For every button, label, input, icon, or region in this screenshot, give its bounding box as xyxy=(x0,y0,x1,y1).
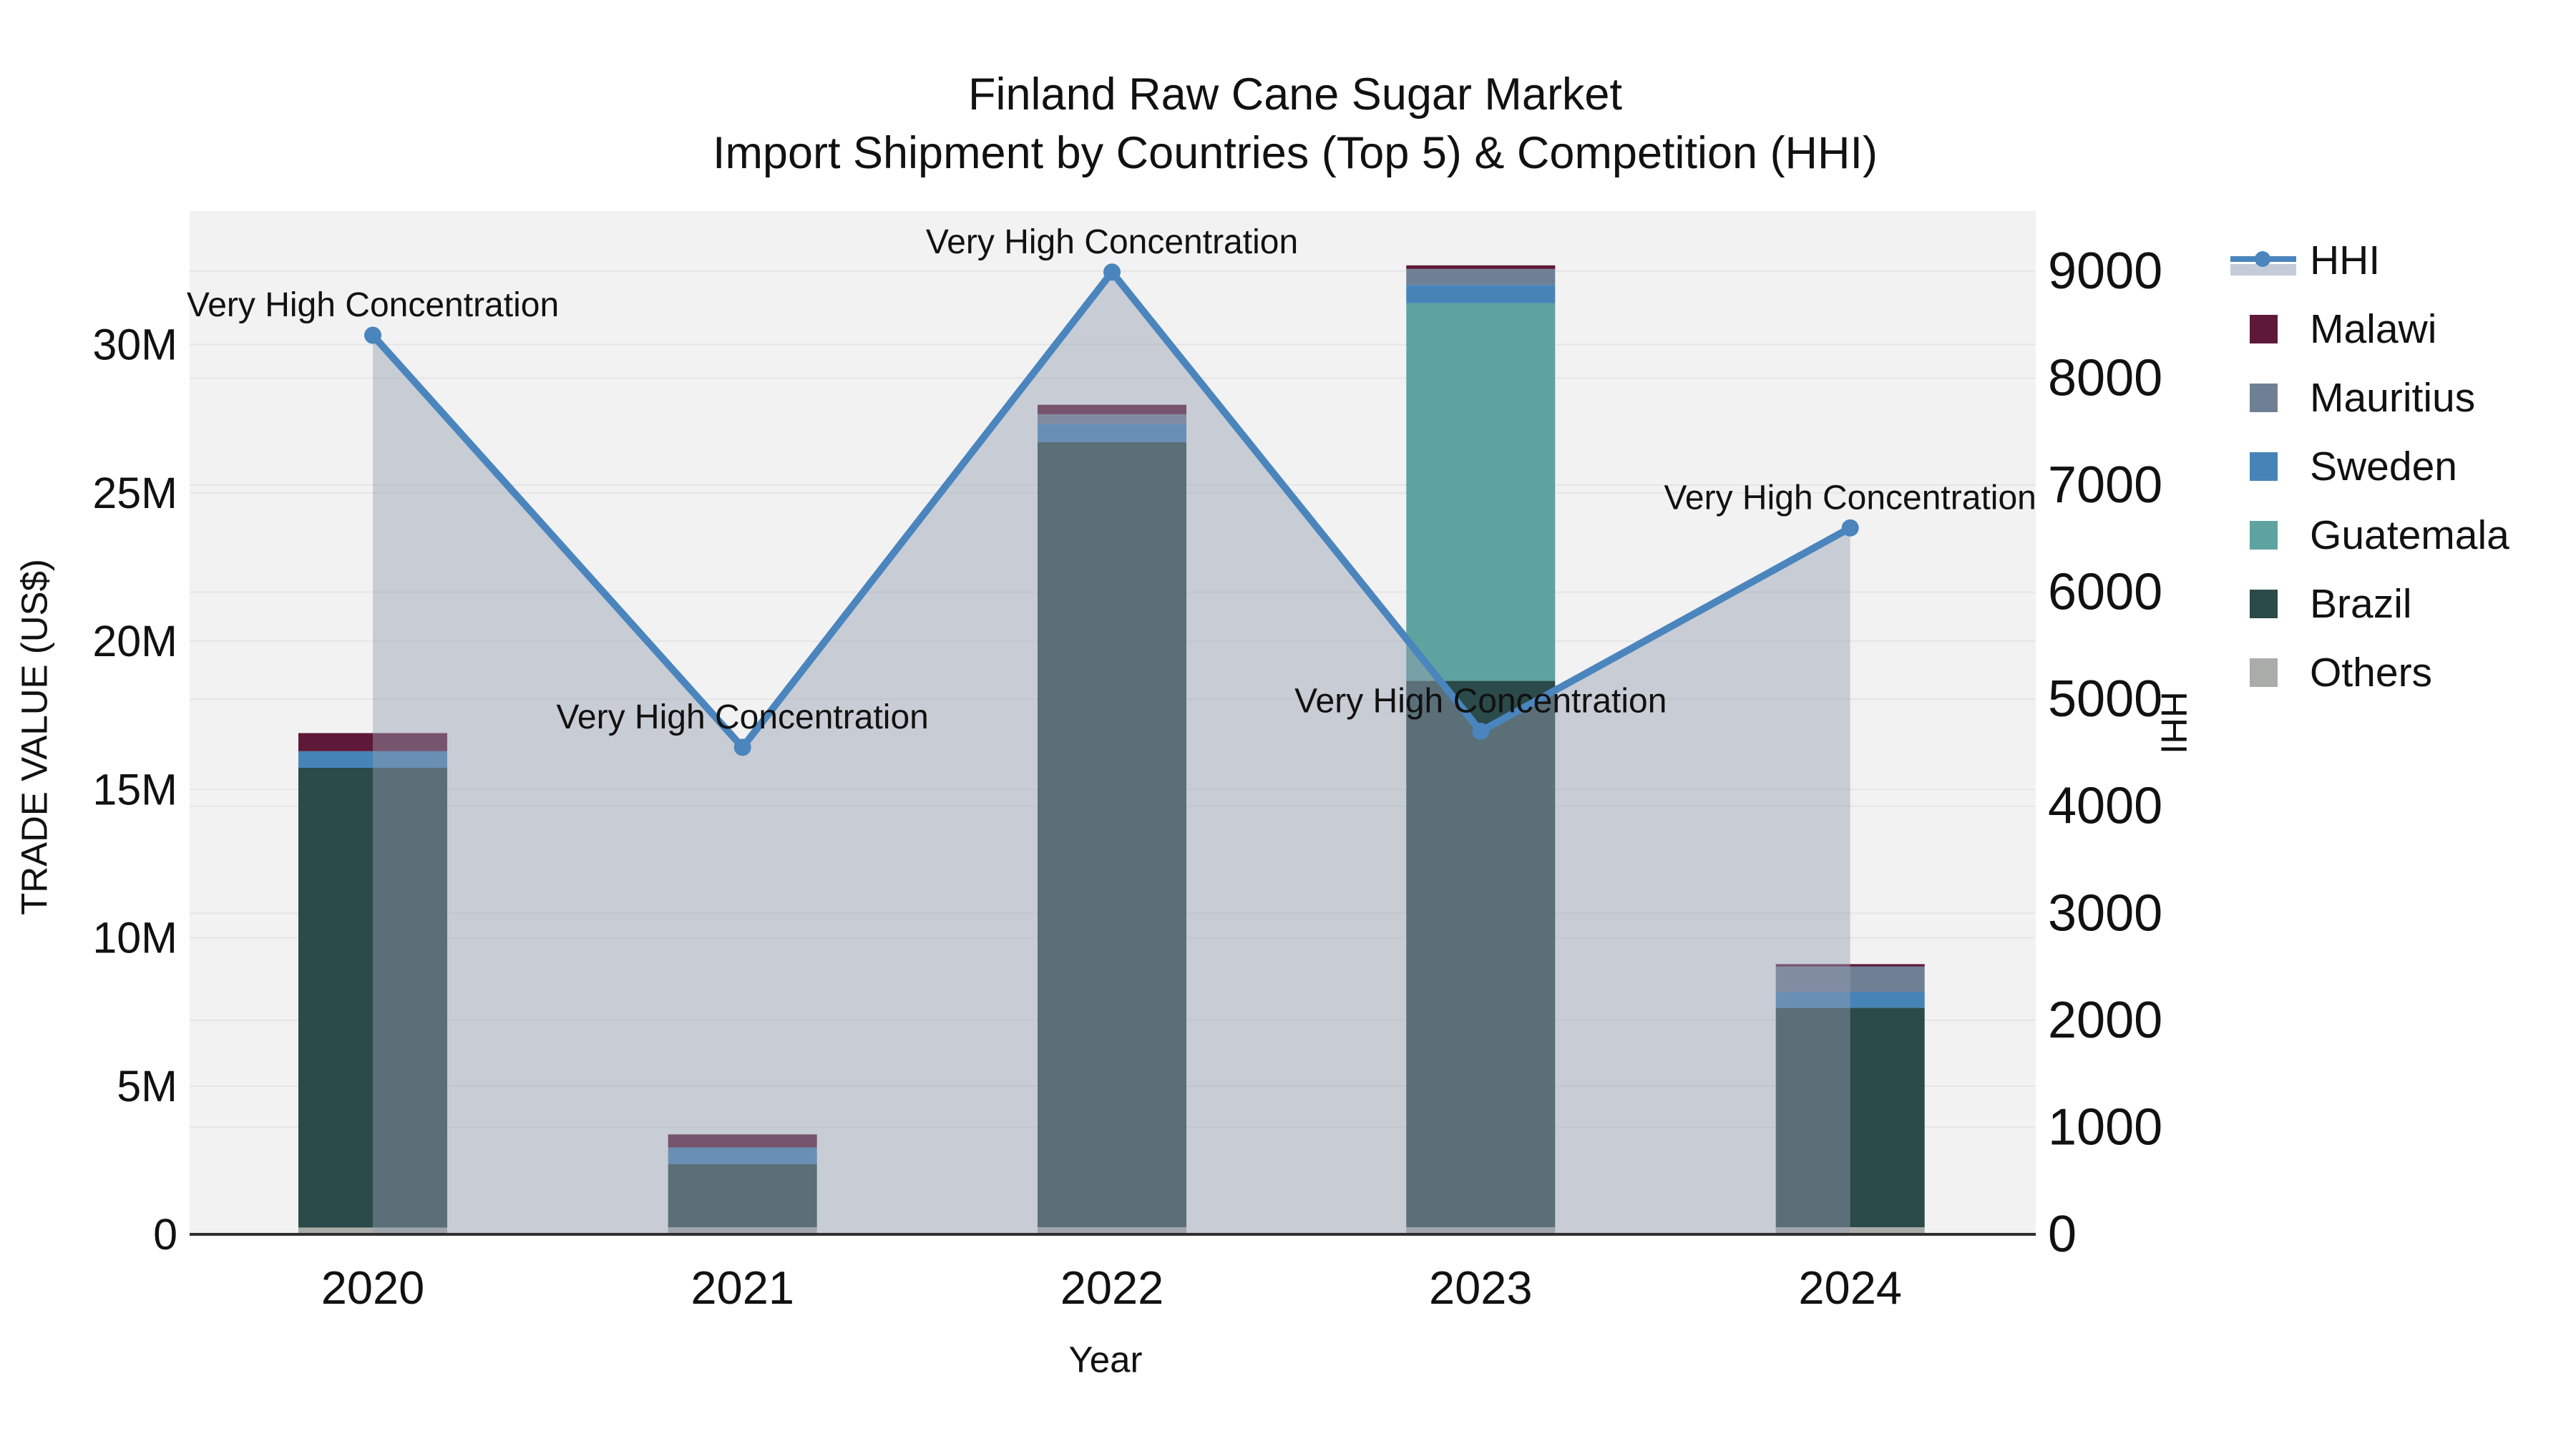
bar-2022 xyxy=(1038,404,1186,1234)
bar-segment-others xyxy=(298,1227,447,1234)
legend-swatch-malawi xyxy=(2250,315,2278,343)
legend-label: HHI xyxy=(2310,238,2380,283)
x-tick-2021: 2021 xyxy=(691,1262,794,1314)
y-left-axis-label: TRADE VALUE (US$) xyxy=(14,559,55,915)
bar-segment-guatemala xyxy=(1406,303,1556,681)
hhi-marker-2024 xyxy=(1841,519,1859,537)
x-axis-label: Year xyxy=(1068,1340,1142,1380)
hhi-line-with-markers xyxy=(364,263,1859,756)
legend-label: Guatemala xyxy=(2310,512,2509,558)
bar-segment-others xyxy=(1038,1227,1186,1234)
y-left-tick: 25M xyxy=(92,469,177,517)
hhi-marker-2020 xyxy=(364,326,381,344)
annotation-2023: Very High Concentration xyxy=(1294,682,1667,720)
y-left-tick: 5M xyxy=(117,1062,177,1111)
bar-segment-others xyxy=(1775,1227,1925,1234)
x-tick-2020: 2020 xyxy=(321,1262,425,1314)
bar-segment-sweden xyxy=(668,1147,817,1164)
legend-label: Others xyxy=(2310,650,2432,696)
x-tick-labels: 2020 2021 2022 2023 2024 xyxy=(321,1262,1902,1314)
x-tick-2022: 2022 xyxy=(1060,1262,1164,1314)
x-tick-2024: 2024 xyxy=(1798,1262,1902,1314)
legend: HHI Malawi Mauritius Sweden Guatemala Brazil O… xyxy=(2230,238,2509,696)
hhi-area-fill xyxy=(373,272,1850,1235)
y-right-axis-label: HHI xyxy=(2154,691,2195,754)
bar-segment-sweden xyxy=(1406,285,1556,303)
bar-segment-malawi xyxy=(668,1134,817,1148)
y-left-tick: 30M xyxy=(92,321,177,369)
bar-segment-brazil xyxy=(298,768,447,1228)
bar-2023 xyxy=(1406,265,1556,1234)
bar-segment-others xyxy=(1406,1227,1556,1234)
legend-item-guatemala: Guatemala xyxy=(2250,512,2509,558)
legend-item-mauritius: Mauritius xyxy=(2250,375,2475,421)
legend-item-sweden: Sweden xyxy=(2250,444,2457,489)
y-right-tick: 5000 xyxy=(2048,670,2162,728)
stacked-bars xyxy=(298,265,1925,1234)
x-tick-2023: 2023 xyxy=(1429,1262,1533,1314)
legend-label: Mauritius xyxy=(2310,375,2475,421)
y-right-tick: 0 xyxy=(2048,1206,2077,1263)
y-left-tick: 10M xyxy=(92,914,177,962)
chart-title-line1: Finland Raw Cane Sugar Market xyxy=(968,69,1622,119)
hhi-marker-2023 xyxy=(1472,722,1490,740)
y-left-tick-labels: 0 5M 10M 15M 20M 25M 30M xyxy=(92,321,177,1259)
y-right-tick: 9000 xyxy=(2048,243,2162,300)
legend-hhi-area-swatch xyxy=(2230,264,2296,275)
annotation-2021: Very High Concentration xyxy=(557,698,929,736)
annotation-2022: Very High Concentration xyxy=(926,223,1298,261)
y-right-tick: 1000 xyxy=(2048,1098,2162,1156)
legend-swatch-brazil xyxy=(2250,590,2278,618)
bar-segment-mauritius xyxy=(1775,966,1925,992)
bar-segment-sweden xyxy=(1775,991,1925,1008)
y-right-tick: 3000 xyxy=(2048,884,2162,942)
legend-swatch-others xyxy=(2250,658,2278,687)
annotation-2020: Very High Concentration xyxy=(187,286,559,324)
y-left-tick: 15M xyxy=(92,765,177,814)
legend-label: Brazil xyxy=(2310,581,2412,627)
bar-segment-mauritius xyxy=(1038,414,1186,424)
chart-title-line2: Import Shipment by Countries (Top 5) & C… xyxy=(713,128,1878,178)
legend-item-others: Others xyxy=(2250,650,2432,696)
bar-segment-malawi xyxy=(1038,404,1186,414)
bar-segment-brazil xyxy=(1038,441,1186,1228)
bar-segment-brazil xyxy=(1406,680,1556,1228)
annotation-2024: Very High Concentration xyxy=(1664,479,2036,517)
bar-segment-sweden xyxy=(298,751,447,769)
legend-label: Malawi xyxy=(2310,306,2436,352)
y-right-tick: 8000 xyxy=(2048,349,2162,406)
legend-item-brazil: Brazil xyxy=(2250,581,2412,627)
legend-item-malawi: Malawi xyxy=(2250,306,2436,352)
bar-segment-malawi xyxy=(1775,964,1925,967)
legend-hhi-marker xyxy=(2255,251,2270,267)
y-right-tick: 7000 xyxy=(2048,457,2162,514)
hhi-area-polygon xyxy=(373,272,1850,1235)
bar-segment-brazil xyxy=(1775,1008,1925,1228)
bar-2024 xyxy=(1775,964,1925,1234)
annotations: Very High Concentration Very High Concent… xyxy=(187,223,2036,736)
bar-2021 xyxy=(668,1134,817,1234)
bar-segment-brazil xyxy=(668,1163,817,1228)
y-right-tick-labels: 0 1000 2000 3000 4000 5000 6000 7000 8000 9000 xyxy=(2048,243,2162,1263)
y-left-tick: 20M xyxy=(92,617,177,665)
hhi-marker-2021 xyxy=(733,738,751,756)
y-left-tick: 0 xyxy=(153,1210,177,1259)
y-right-tick: 4000 xyxy=(2048,778,2162,835)
legend-swatch-guatemala xyxy=(2250,521,2278,550)
y-right-tick: 2000 xyxy=(2048,992,2162,1049)
bar-segment-malawi xyxy=(298,733,447,751)
bar-segment-others xyxy=(668,1227,817,1234)
legend-swatch-sweden xyxy=(2250,452,2278,481)
legend-swatch-mauritius xyxy=(2250,384,2278,412)
legend-item-hhi: HHI xyxy=(2230,238,2380,283)
bar-2020 xyxy=(298,733,447,1234)
bar-segment-malawi xyxy=(1406,265,1556,269)
legend-label: Sweden xyxy=(2310,444,2457,489)
y-right-tick: 6000 xyxy=(2048,564,2162,621)
bar-segment-mauritius xyxy=(1406,268,1556,286)
bar-segment-sweden xyxy=(1038,424,1186,442)
hhi-marker-2022 xyxy=(1103,263,1121,281)
